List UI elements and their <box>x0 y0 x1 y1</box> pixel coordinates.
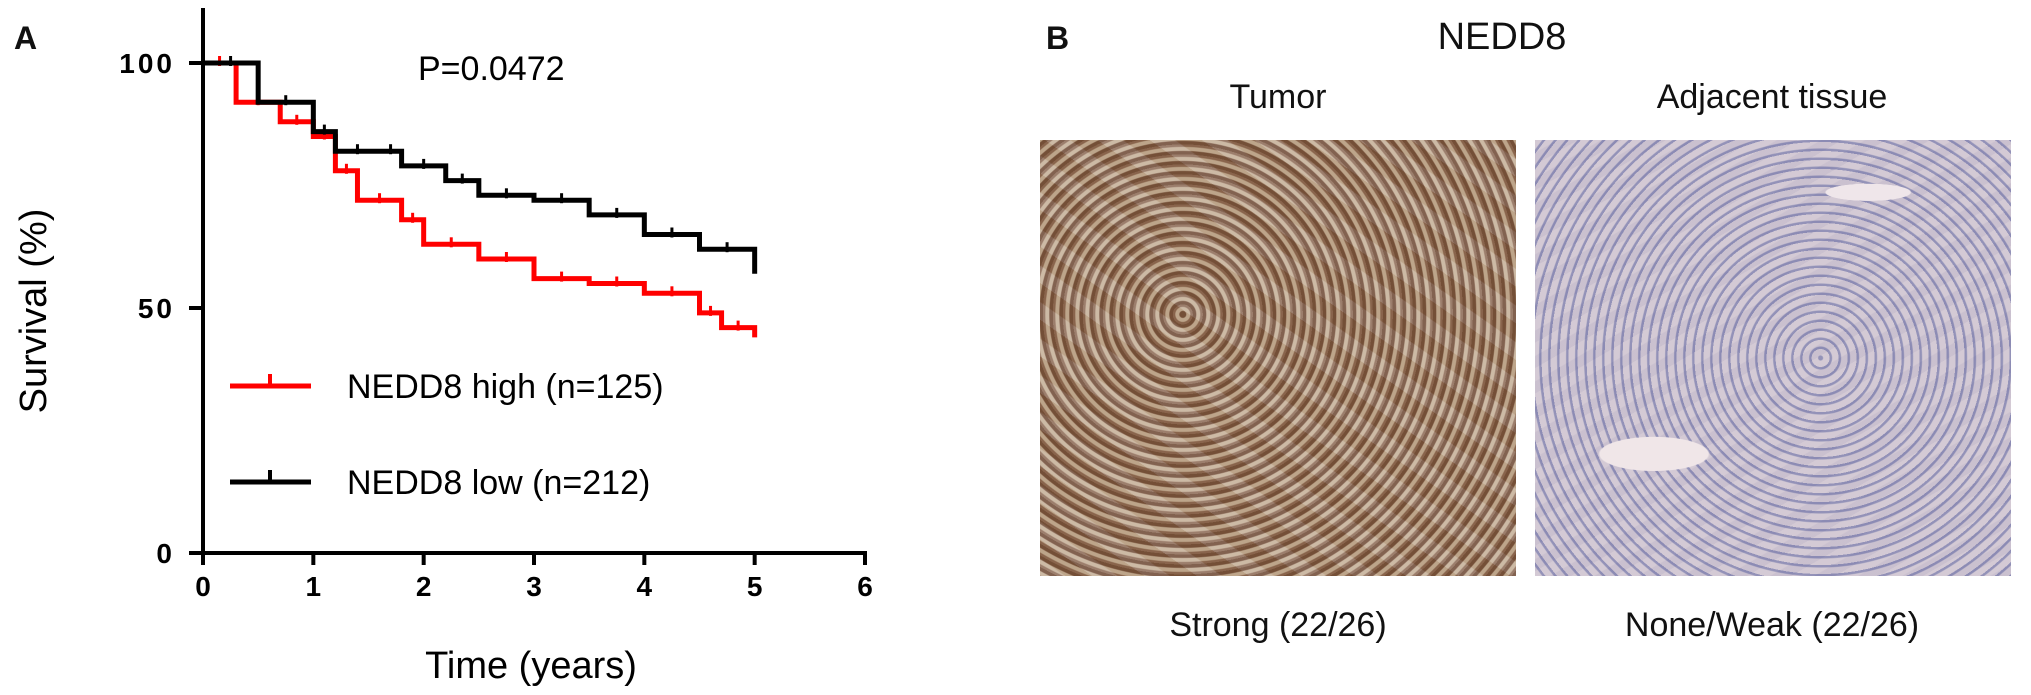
x-tick-label: 4 <box>637 571 653 602</box>
tumor-header: Tumor <box>1229 78 1327 116</box>
kaplan-meier-chart: 0 1 2 3 4 5 6 0 50 100 Time (years) Survival (%) P=0… <box>13 8 873 687</box>
x-tick-label: 3 <box>526 571 542 602</box>
p-value-annotation: P=0.0472 <box>418 50 565 88</box>
x-tick-label: 2 <box>416 571 432 602</box>
panel-b-title: NEDD8 <box>1437 16 1567 58</box>
y-tick-label: 100 <box>119 48 175 79</box>
adjacent-tissue-ihc-image <box>1535 140 2011 576</box>
x-tick-label: 5 <box>747 571 763 602</box>
legend-label: NEDD8 high (n=125) <box>347 368 664 406</box>
y-axis-title: Survival (%) <box>13 209 55 414</box>
x-tick-label: 6 <box>857 571 873 602</box>
panel-b-label: B <box>1046 20 1070 56</box>
tumor-ihc-image <box>1040 140 1516 576</box>
tumor-caption: Strong (22/26) <box>1169 606 1387 644</box>
adjacent-header: Adjacent tissue <box>1656 78 1888 116</box>
adjacent-caption: None/Weak (22/26) <box>1624 606 1920 644</box>
legend-label: NEDD8 low (n=212) <box>347 464 650 502</box>
y-tick-label: 50 <box>138 293 175 324</box>
x-tick-label: 0 <box>195 571 211 602</box>
panel-a-label: A <box>14 20 38 56</box>
survival-curve-high <box>203 60 758 338</box>
y-tick-label: 0 <box>156 538 175 569</box>
x-axis-title: Time (years) <box>425 645 637 687</box>
x-tick-label: 1 <box>306 571 322 602</box>
